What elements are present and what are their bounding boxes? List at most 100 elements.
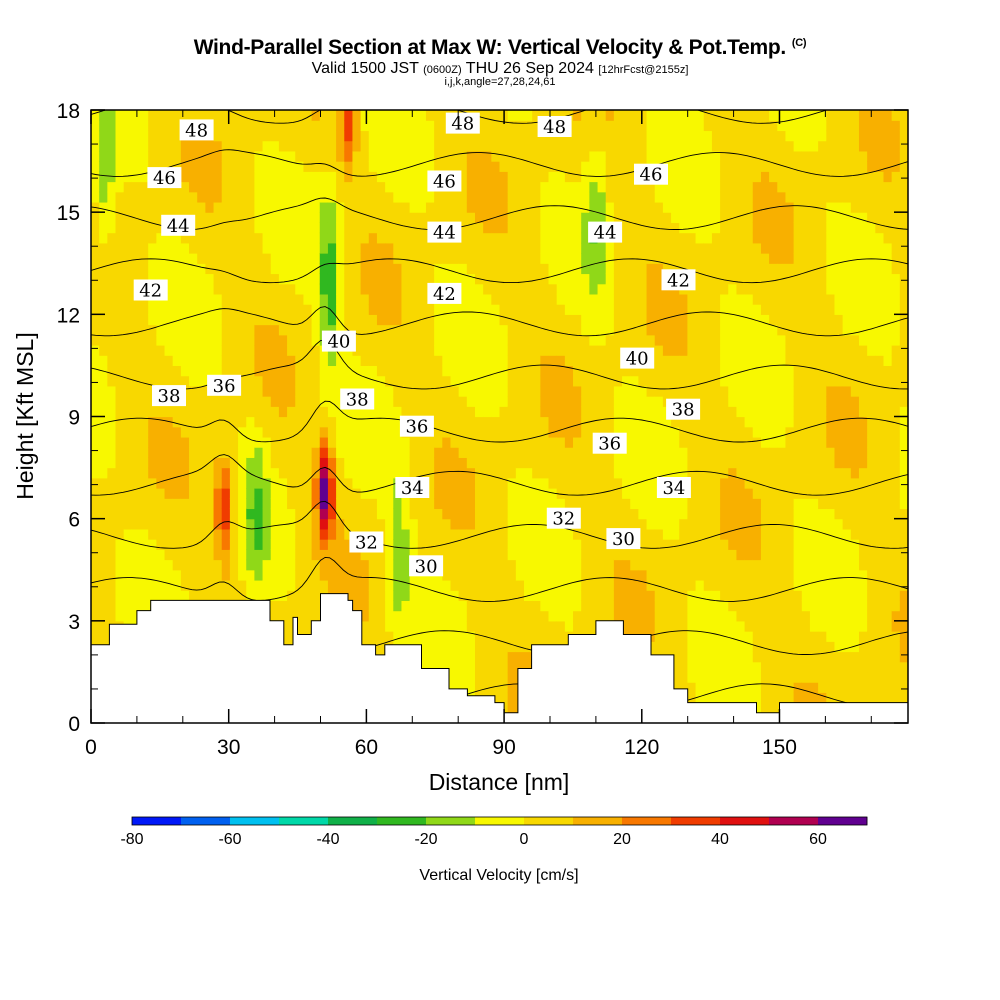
field-cell (99, 590, 108, 601)
field-cell (262, 375, 272, 387)
field-cell (417, 171, 427, 183)
field-cell (107, 130, 117, 142)
field-cell (679, 365, 689, 377)
field-cell (499, 447, 509, 458)
field-cell (556, 467, 566, 479)
field-cell (311, 539, 321, 550)
field-cell (491, 365, 501, 377)
field-cell (573, 130, 582, 142)
field-cell (711, 181, 721, 193)
field-cell (540, 232, 550, 244)
field-cell (597, 416, 607, 428)
field-cell (458, 610, 468, 622)
field-cell (417, 518, 427, 530)
field-cell (646, 559, 656, 571)
field-cell (197, 324, 206, 336)
field-cell (671, 447, 680, 458)
field-cell (401, 549, 411, 561)
field-cell (238, 467, 247, 479)
field-cell (376, 293, 386, 305)
field-cell (671, 539, 680, 550)
field-cell (597, 161, 607, 172)
field-cell (115, 416, 125, 428)
field-cell (434, 620, 443, 632)
field-cell (295, 559, 305, 571)
field-cell (336, 488, 345, 499)
field-cell (515, 661, 525, 673)
field-cell (205, 406, 215, 418)
field-cell (254, 579, 264, 591)
chart-subsubtitle: i,j,k,angle=27,28,24,61 (444, 76, 556, 88)
field-cell (597, 426, 607, 438)
field-cell (711, 171, 721, 183)
field-cell (654, 355, 664, 367)
field-cell (172, 232, 182, 244)
field-cell (295, 518, 305, 530)
field-cell (270, 140, 280, 152)
field-cell (548, 631, 558, 642)
field-cell (483, 631, 492, 642)
field-cell (507, 488, 517, 499)
field-cell (99, 467, 108, 479)
field-cell (376, 120, 386, 132)
field-cell (99, 559, 108, 571)
field-cell (524, 344, 533, 356)
field-cell (646, 528, 656, 540)
field-cell (548, 539, 558, 550)
field-cell (401, 457, 411, 469)
field-cell (180, 426, 190, 438)
field-cell (205, 304, 215, 315)
field-cell (720, 344, 729, 356)
field-cell (107, 559, 117, 571)
field-cell (295, 477, 305, 489)
field-cell (581, 579, 590, 591)
field-cell (417, 539, 427, 550)
field-cell (393, 191, 403, 203)
field-cell (270, 488, 280, 499)
field-cell (540, 539, 550, 550)
field-cell (638, 569, 648, 581)
field-cell (131, 436, 141, 448)
field-cell (711, 671, 721, 683)
field-cell (115, 314, 125, 326)
field-cell (131, 600, 141, 612)
field-cell (630, 334, 639, 346)
field-cell (123, 528, 133, 540)
field-cell (736, 334, 746, 346)
field-cell (736, 498, 746, 510)
field-cell (564, 498, 574, 510)
field-cell (99, 191, 108, 203)
field-cell (597, 528, 607, 540)
field-cell (303, 140, 313, 152)
field-cell (662, 590, 672, 601)
field-cell (270, 110, 280, 121)
field-cell (238, 385, 247, 397)
field-cell (376, 436, 386, 448)
field-cell (131, 406, 141, 418)
field-cell (393, 201, 403, 213)
field-cell (679, 385, 689, 397)
field-cell (744, 447, 754, 458)
field-cell (728, 641, 738, 653)
field-cell (376, 181, 386, 193)
field-cell (319, 579, 329, 591)
field-cell (115, 365, 125, 377)
field-cell (736, 140, 746, 152)
field-cell (573, 232, 582, 244)
field-cell (679, 549, 689, 561)
field-cell (303, 314, 313, 326)
field-cell (352, 334, 362, 346)
field-cell (524, 120, 533, 132)
field-cell (671, 651, 680, 663)
field-cell (115, 559, 125, 571)
field-cell (695, 161, 705, 172)
field-cell (221, 191, 231, 203)
field-cell (703, 355, 713, 367)
field-cell (164, 375, 174, 387)
field-cell (695, 488, 705, 499)
field-cell (107, 161, 117, 172)
field-cell (458, 201, 468, 213)
field-cell (564, 416, 574, 428)
field-cell (319, 447, 329, 458)
field-cell (679, 222, 689, 234)
